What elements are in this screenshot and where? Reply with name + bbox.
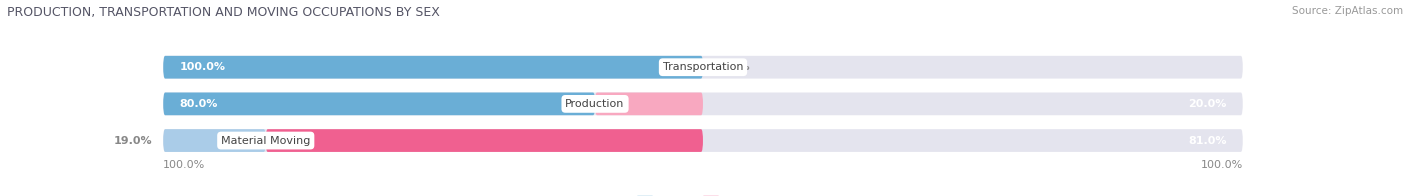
FancyBboxPatch shape [163,56,1243,79]
FancyBboxPatch shape [595,93,703,115]
Text: 100.0%: 100.0% [163,160,205,170]
Text: 81.0%: 81.0% [1188,136,1226,146]
Text: 100.0%: 100.0% [1201,160,1243,170]
FancyBboxPatch shape [163,93,595,115]
Text: Source: ZipAtlas.com: Source: ZipAtlas.com [1292,6,1403,16]
FancyBboxPatch shape [163,129,266,152]
Text: Transportation: Transportation [662,62,744,72]
Text: 20.0%: 20.0% [1188,99,1226,109]
Text: Production: Production [565,99,624,109]
Text: 80.0%: 80.0% [180,99,218,109]
Text: 19.0%: 19.0% [114,136,152,146]
Text: 100.0%: 100.0% [180,62,225,72]
FancyBboxPatch shape [163,56,703,79]
FancyBboxPatch shape [266,129,703,152]
Legend: Male, Female: Male, Female [631,191,775,196]
Text: 0.0%: 0.0% [720,62,749,72]
Text: PRODUCTION, TRANSPORTATION AND MOVING OCCUPATIONS BY SEX: PRODUCTION, TRANSPORTATION AND MOVING OC… [7,6,440,19]
FancyBboxPatch shape [163,129,1243,152]
FancyBboxPatch shape [163,93,1243,115]
Text: Material Moving: Material Moving [221,136,311,146]
